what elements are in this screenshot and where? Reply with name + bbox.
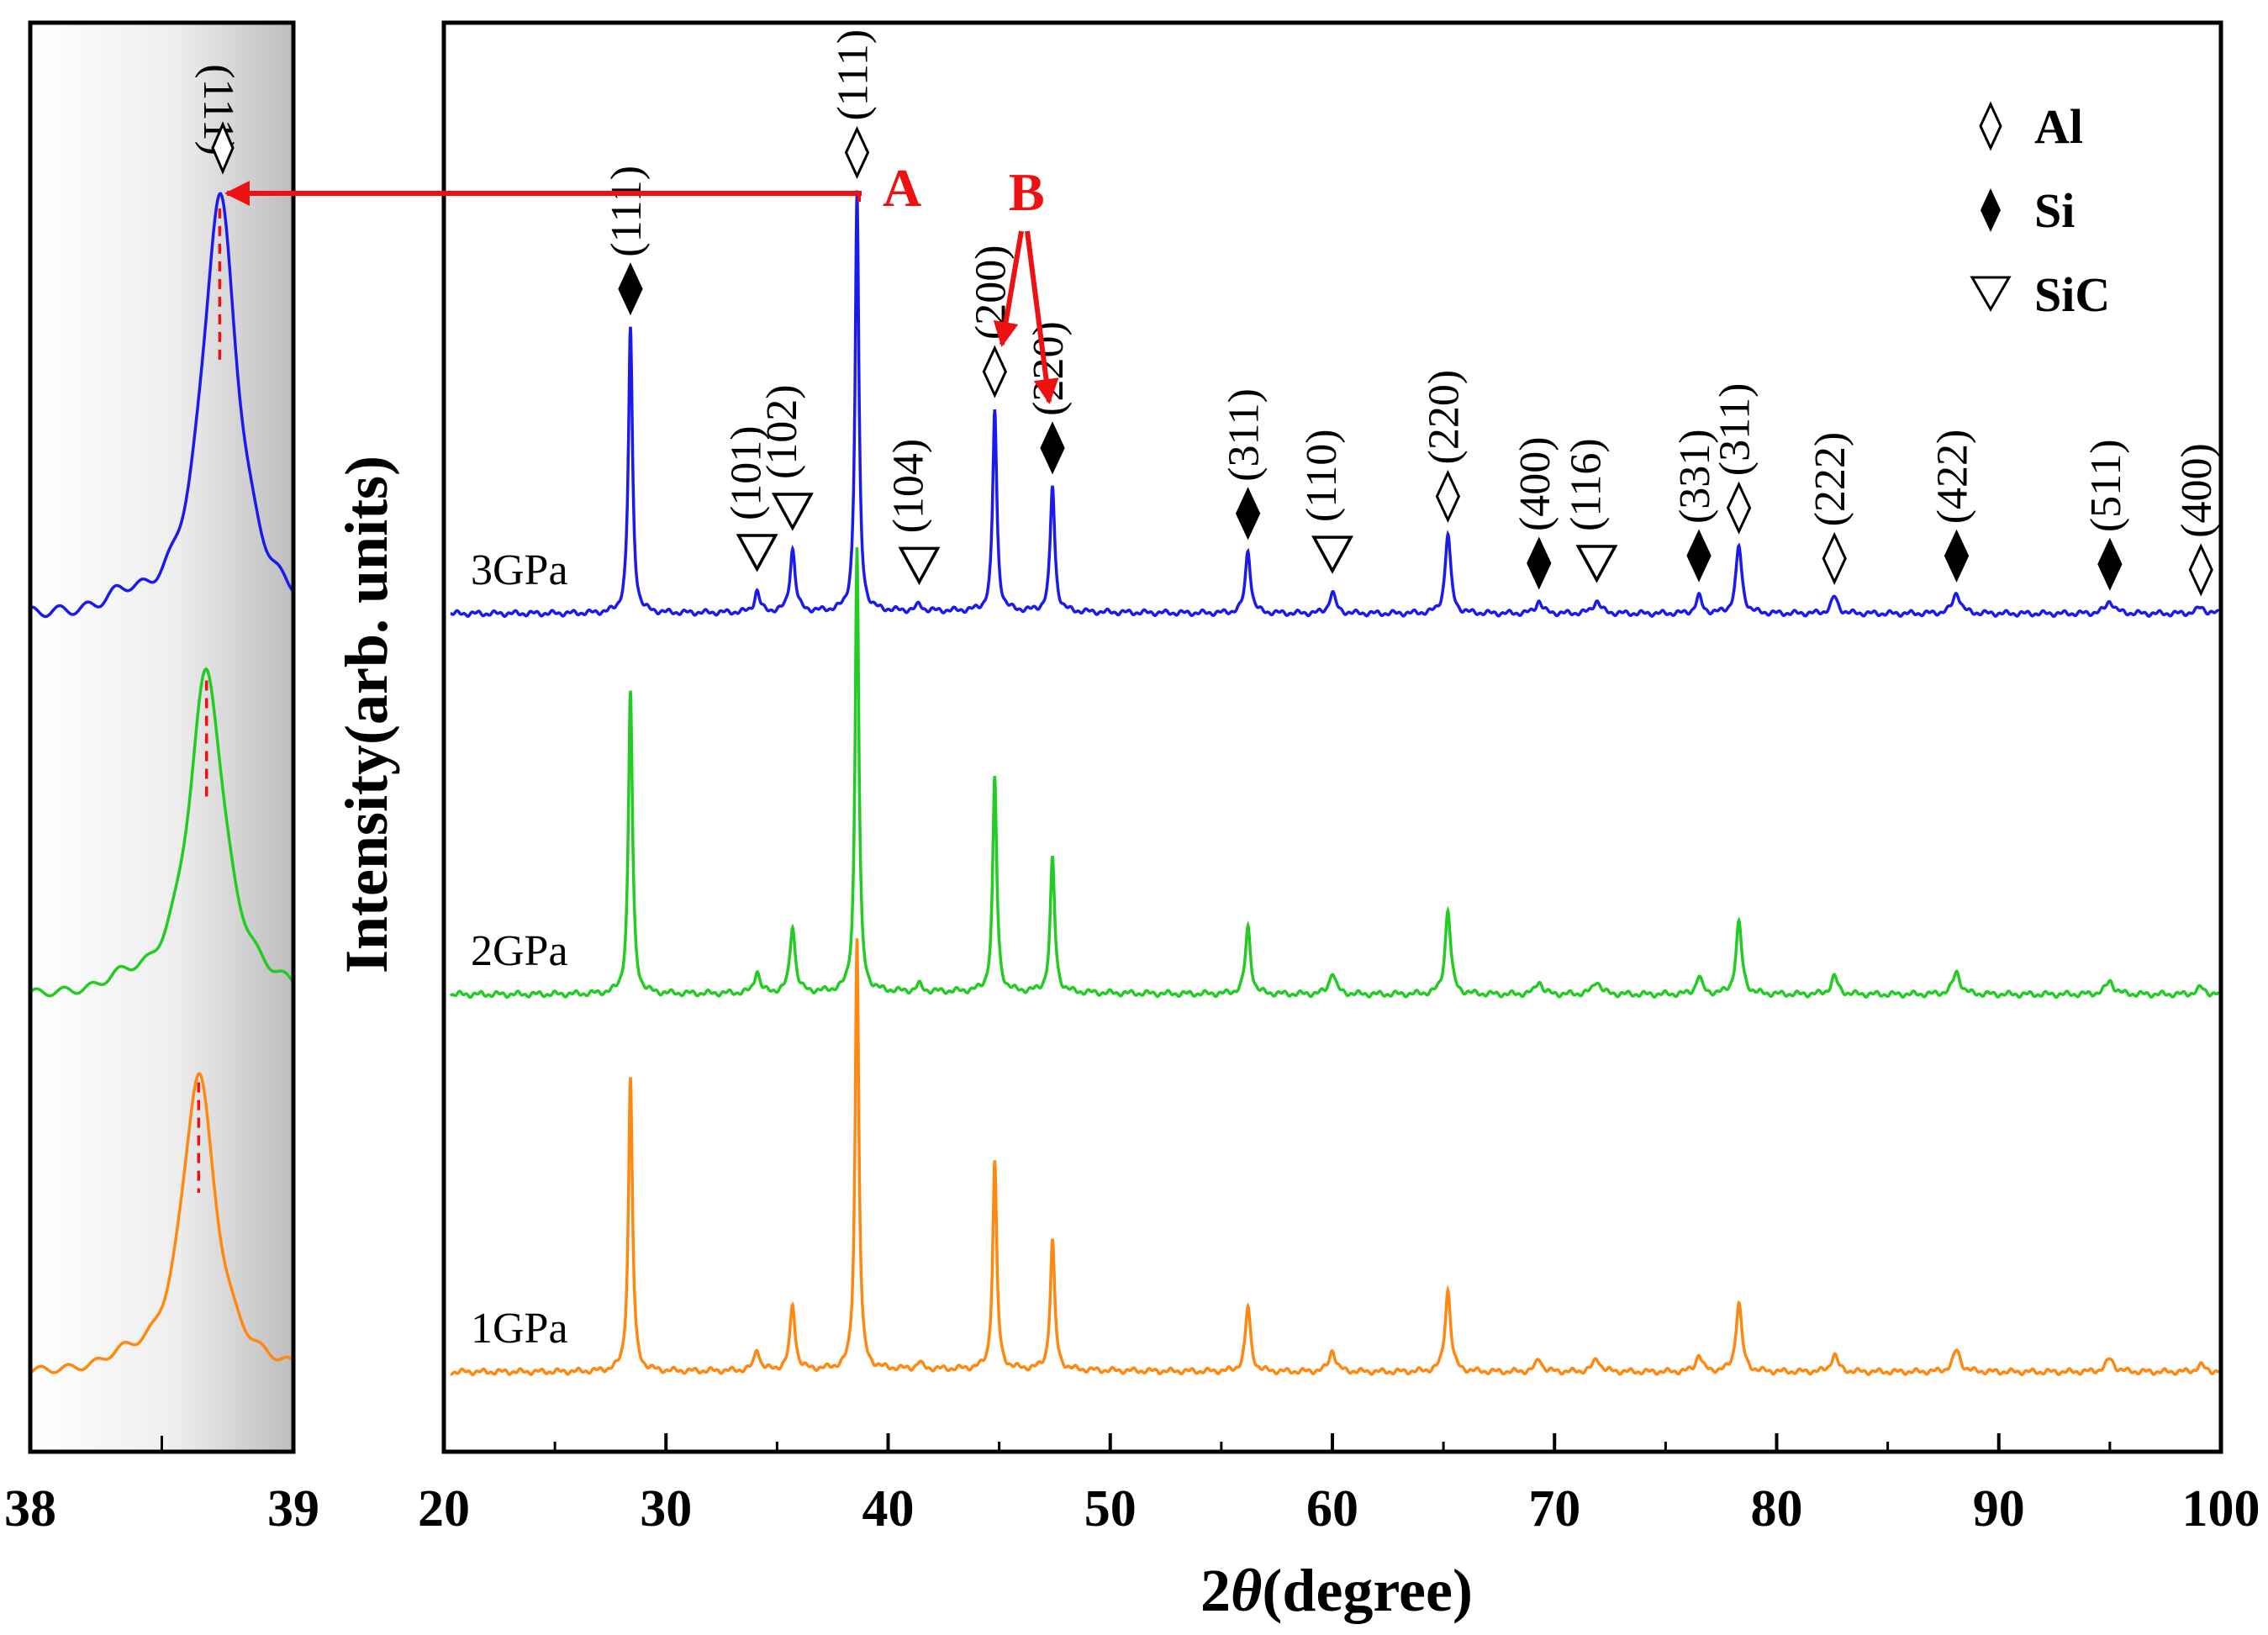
inset-al-open-diamond-icon: [211, 121, 235, 175]
annotation-b-label: B: [1009, 162, 1045, 222]
peak-label-si: (400): [1511, 436, 1559, 531]
legend-label-sic: SiC: [2034, 267, 2110, 322]
si-filled-diamond-icon: [1527, 536, 1552, 590]
x-axis-title: 2θ(degree): [1200, 1557, 1473, 1624]
al-open-diamond-icon: [1822, 531, 1847, 585]
series-label-2gpa: 2GPa: [471, 927, 568, 975]
inset-x-tick-labels: 38 39: [4, 1480, 319, 1537]
peak-label-si: (331): [1671, 429, 1719, 524]
inset-x-tick-label: 38: [4, 1480, 56, 1537]
main-x-ticks: [442, 1433, 2223, 1452]
peak-label-si: (511): [2082, 439, 2130, 532]
series-line-2gpa: [449, 547, 2220, 999]
peak-labels: (111)(101)(102)(111)(104)(200)(220)(311)…: [603, 29, 2221, 538]
annotation-b-arrow-to-al200: [993, 230, 1024, 347]
annotation-b-arrow-to-si220: [1025, 230, 1059, 404]
x-tick-label: 30: [640, 1480, 692, 1537]
x-tick-label: 80: [1751, 1480, 1803, 1537]
peak-label-sic: (110): [1298, 429, 1346, 522]
x-tick-label: 70: [1528, 1480, 1580, 1537]
peak-label-al: (220): [1420, 370, 1468, 465]
y-axis-title: Intensity(arb. units): [333, 456, 400, 973]
al-open-diamond-icon: [982, 345, 1007, 398]
inset-peak-center-markers: [197, 208, 222, 1193]
peak-label-si: (422): [1929, 430, 1977, 525]
legend-label-al: Al: [2034, 99, 2083, 154]
peak-label-sic: (104): [884, 439, 932, 534]
x-tick-label: 20: [418, 1480, 470, 1537]
si-filled-diamond-icon: [1040, 421, 1065, 475]
peak-label-sic: (116): [1562, 438, 1610, 531]
sic-open-triangle-icon: [736, 534, 778, 572]
legend: Al Si SiC: [1970, 99, 2110, 322]
al-open-diamond-icon: [1726, 481, 1752, 535]
inset-background: [30, 23, 293, 1452]
x-tick-label: 50: [1084, 1480, 1137, 1537]
inset-line-3gpa: [29, 192, 295, 619]
legend-si-filled-diamond-icon: [1981, 188, 2001, 232]
si-filled-diamond-icon: [1944, 529, 1970, 583]
series-line-1gpa: [450, 938, 2219, 1377]
peak-label-al: (311): [1712, 383, 1759, 477]
inset-curves: [29, 192, 295, 1374]
peak-label-sic: (101): [723, 425, 771, 520]
inset-x-tick-label: 39: [267, 1480, 319, 1537]
sic-open-triangle-icon: [771, 493, 814, 531]
x-tick-label: 40: [862, 1480, 915, 1537]
legend-al-open-diamond-icon: [1979, 101, 2002, 151]
x-tick-label: 60: [1306, 1480, 1358, 1537]
si-filled-diamond-icon: [1235, 487, 1261, 541]
main-frame: [441, 20, 2223, 1454]
si-filled-diamond-icon: [2097, 537, 2123, 591]
series-labels: 3GPa 2GPa 1GPa: [471, 546, 568, 1353]
peak-markers: [618, 125, 2213, 597]
main-panel: 20 30 40 50 60 70 80 90 100 (111) (101)(102) (111)…: [418, 20, 2260, 1537]
inset-panel: 38 39 (111): [4, 20, 319, 1537]
si-filled-diamond-icon: [1686, 529, 1712, 583]
sic-open-triangle-icon: [898, 546, 941, 586]
x-tick-label: 90: [1973, 1480, 2025, 1537]
series-label-1gpa: 1GPa: [471, 1305, 568, 1353]
annotations: A B: [224, 158, 1059, 404]
al-open-diamond-icon: [844, 125, 870, 180]
legend-sic-open-triangle-icon: [1970, 276, 2012, 312]
peak-label-al: (222): [1806, 432, 1854, 527]
annotation-a-label: A: [883, 158, 921, 218]
peak-label-al: (111): [830, 29, 878, 121]
x-tick-label: 100: [2182, 1480, 2260, 1537]
inset-line-2gpa: [29, 667, 295, 998]
si-filled-diamond-icon: [618, 262, 643, 316]
peak-label-sic: (102): [758, 384, 806, 479]
inset-line-1gpa: [29, 1072, 295, 1374]
sic-open-triangle-icon: [1311, 535, 1353, 574]
main-x-tick-labels: 20 30 40 50 60 70 80 90 100: [418, 1480, 2260, 1537]
series-label-3gpa: 3GPa: [471, 546, 568, 594]
sic-open-triangle-icon: [1575, 545, 1618, 583]
peak-label-si: (311): [1221, 388, 1268, 482]
series-line-3gpa: [450, 190, 2220, 619]
al-open-diamond-icon: [1435, 469, 1461, 524]
peak-label-si: (111): [603, 166, 651, 257]
main-curves: [449, 190, 2220, 1377]
legend-label-si: Si: [2034, 183, 2075, 238]
peak-label-al: (400): [2173, 443, 2221, 538]
al-open-diamond-icon: [2188, 543, 2213, 597]
